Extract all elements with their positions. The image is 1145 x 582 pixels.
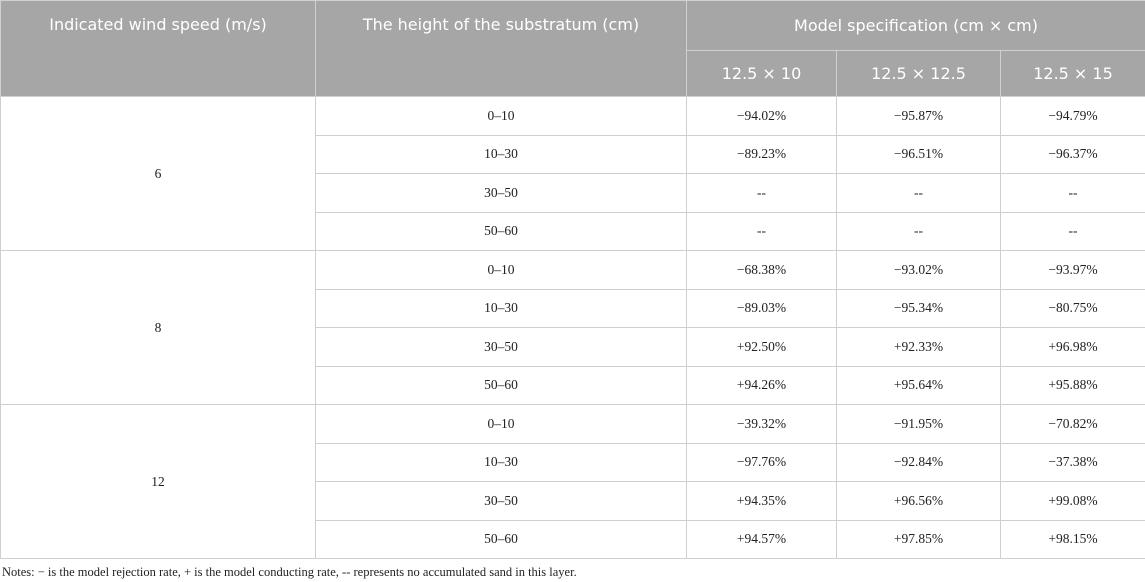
table-row: 8 0–10 −68.38% −93.02% −93.97%	[0, 250, 1145, 405]
value-cell: −70.82%	[999, 404, 1145, 444]
value-cell: −91.95%	[836, 404, 1001, 444]
height-cell: 50–60	[315, 365, 687, 405]
value-cell: +92.50%	[686, 327, 837, 367]
height-cell: 30–50	[315, 481, 687, 521]
height-cell: 50–60	[315, 211, 687, 251]
height-cell: 50–60	[315, 519, 687, 559]
value-cell: +95.64%	[836, 365, 1001, 405]
value-cell: +96.56%	[836, 481, 1001, 521]
value-cell: +97.85%	[836, 519, 1001, 559]
value-cell: −92.84%	[836, 442, 1001, 482]
header-cell: Model specification (cm × cm)	[685, 0, 1145, 51]
height-cell: 0–10	[315, 404, 687, 444]
value-cell: −93.02%	[836, 250, 1001, 290]
height-cell: 10–30	[315, 134, 687, 174]
wind-speed-cell: 12	[0, 404, 316, 559]
value-cell: −39.32%	[686, 404, 837, 444]
table-row: 10–30 −97.76% −92.84% −37.38%	[1, 442, 1145, 482]
header-cell: Indicated wind speed (m/s)	[0, 0, 316, 97]
wind-speed-cell: 6	[0, 96, 316, 251]
table-row: 10–30 −89.23% −96.51% −96.37%	[1, 134, 1145, 174]
value-cell: +99.08%	[999, 481, 1145, 521]
table-row: 6 0–10 −94.02% −95.87% −94.79%	[0, 96, 1145, 251]
height-cell: 10–30	[315, 442, 687, 482]
header-cell: 12.5 × 12.5	[836, 50, 1001, 97]
value-cell: −93.97%	[999, 250, 1145, 290]
header-cell: 12.5 × 10	[686, 50, 837, 97]
table-row: 50–60 +94.57% +97.85% +98.15%	[1, 519, 1145, 559]
header-cell: 12.5 × 15	[999, 50, 1145, 97]
value-cell: --	[836, 173, 1001, 213]
value-cell: +92.33%	[836, 327, 1001, 367]
table-row: 30–50 +94.35% +96.56% +99.08%	[1, 481, 1145, 521]
data-table: Indicated wind speed (m/s) The height of…	[0, 0, 1145, 559]
header-cell: The height of the substratum (cm)	[315, 0, 687, 97]
value-cell: --	[999, 173, 1145, 213]
value-cell: −96.51%	[836, 134, 1001, 174]
value-cell: −95.34%	[836, 288, 1001, 328]
value-cell: −68.38%	[686, 250, 837, 290]
table-row: 12 0–10 −39.32% −91.95% −70.82%	[0, 404, 1145, 559]
value-cell: --	[836, 211, 1001, 251]
value-cell: −80.75%	[999, 288, 1145, 328]
table-body: 6 0–10 −94.02% −95.87% −94.79% 10–30 −89.23% −9…	[0, 96, 1145, 559]
value-cell: −94.79%	[999, 96, 1145, 136]
value-cell: --	[999, 211, 1145, 251]
height-cell: 10–30	[315, 288, 687, 328]
notes: Notes: − is the model rejection rate, + …	[2, 565, 577, 579]
value-cell: −95.87%	[836, 96, 1001, 136]
table-row: 10–30 −89.03% −95.34% −80.75%	[1, 288, 1145, 328]
value-cell: −89.23%	[686, 134, 837, 174]
wind-speed-cell: 8	[0, 250, 316, 405]
value-cell: −89.03%	[686, 288, 837, 328]
table-row: 50–60 +94.26% +95.64% +95.88%	[1, 365, 1145, 405]
value-cell: −97.76%	[686, 442, 837, 482]
value-cell: +96.98%	[999, 327, 1145, 367]
value-cell: --	[686, 211, 837, 251]
value-cell: −37.38%	[999, 442, 1145, 482]
value-cell: −96.37%	[999, 134, 1145, 174]
value-cell: +95.88%	[999, 365, 1145, 405]
height-cell: 30–50	[315, 173, 687, 213]
table-row: 30–50 -- -- --	[1, 173, 1145, 213]
value-cell: +94.57%	[686, 519, 837, 559]
height-cell: 30–50	[315, 327, 687, 367]
value-cell: --	[686, 173, 837, 213]
height-cell: 0–10	[315, 96, 687, 136]
value-cell: +94.26%	[686, 365, 837, 405]
value-cell: +94.35%	[686, 481, 837, 521]
height-cell: 0–10	[315, 250, 687, 290]
value-cell: +98.15%	[999, 519, 1145, 559]
value-cell: −94.02%	[686, 96, 837, 136]
